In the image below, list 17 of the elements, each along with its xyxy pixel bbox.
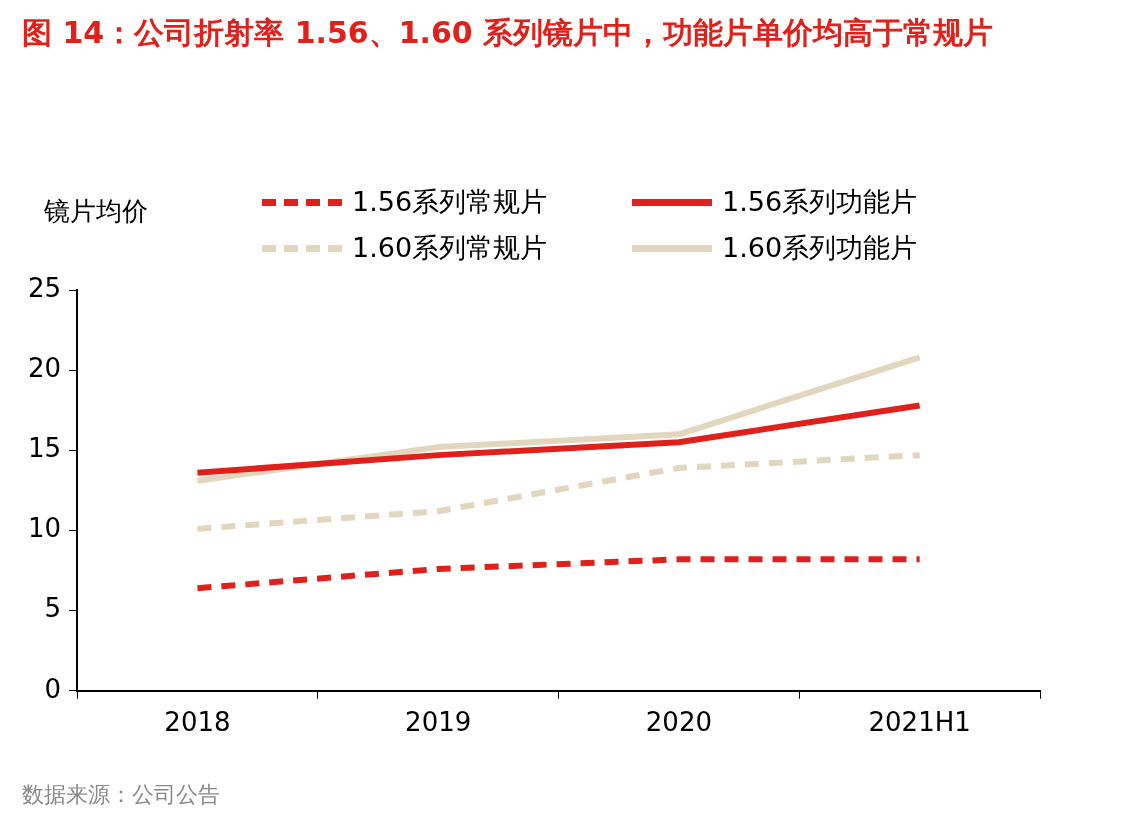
- y-tick-label: 20: [27, 352, 62, 383]
- y-tick-label: 25: [27, 272, 62, 303]
- x-tick-label: 2019: [405, 707, 472, 738]
- legend-label: 1.60系列常规片: [352, 231, 548, 265]
- legend-label: 1.56系列功能片: [722, 185, 918, 219]
- y-tick-label: 15: [27, 433, 62, 464]
- source-note: 数据来源：公司公告: [22, 781, 220, 809]
- chart-title: 图 14：公司折射率 1.56、1.60 系列镜片中，功能片单价均高于常规片: [22, 14, 995, 52]
- x-tick-label: 2021H1: [868, 707, 971, 738]
- y-tick-label: 0: [44, 673, 62, 704]
- legend-label: 1.60系列功能片: [722, 231, 918, 265]
- y-tick-label: 5: [44, 593, 62, 624]
- y-axis-title: 镜片均价: [44, 195, 148, 228]
- legend-label: 1.56系列常规片: [352, 185, 548, 219]
- y-tick-label: 10: [27, 513, 62, 544]
- x-tick-label: 2018: [164, 707, 231, 738]
- x-tick-label: 2020: [645, 707, 712, 738]
